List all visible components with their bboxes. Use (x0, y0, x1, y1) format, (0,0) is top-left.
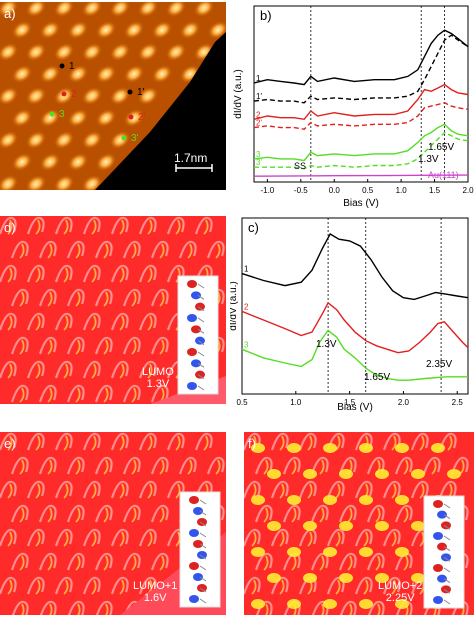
panel-c-chart: 0.5 1.0 1.5 2.0 2.5 c) dI/dV (a.u.) Bias (V)… (230, 217, 469, 413)
point-2 (61, 91, 67, 97)
x-tick-label: -0.5 (294, 186, 308, 195)
curve-label-2: 2 (244, 302, 249, 311)
x-tick-label: -1.0 (260, 186, 274, 195)
scale-bar-label: 1.7nm (174, 151, 207, 165)
curve-label-2': 2' (256, 119, 262, 128)
panel-e-caption-bias: 1.6V (143, 592, 167, 604)
series-2 (241, 301, 469, 354)
panel-e-image (0, 432, 226, 615)
panel-b-frame (253, 5, 469, 183)
series-3' (254, 131, 469, 170)
label-point-2: 2 (71, 89, 77, 100)
panel-f-caption-bias: 2.25V (385, 592, 415, 604)
panel-c-ylabel: dI/dV (a.u.) (230, 281, 239, 330)
x-tick-label: 2.5 (452, 398, 464, 407)
curve-label-2: 2 (256, 110, 261, 119)
panel-b-ylabel: dI/dV (a.u.) (233, 69, 244, 118)
panel-b: -1.0 -0.5 0.0 0.5 1.0 1.5 2.0 b) dI/dV (a.u.) … (230, 0, 474, 210)
series-2 (253, 83, 469, 121)
panel-d-caption-bias: 1.3V (146, 378, 170, 390)
annotation-c-1-3v: 1.3V (316, 339, 337, 350)
panel-f-image (244, 432, 474, 615)
annotation-au111: Au(111) (428, 170, 459, 180)
panel-c-xlabel: Bias (V) (337, 402, 373, 413)
series-1 (253, 29, 469, 86)
panel-c: 0.5 1.0 1.5 2.0 2.5 c) dI/dV (a.u.) Bias (V)… (230, 214, 474, 414)
panel-d: d) LUMO 1.3V (0, 216, 226, 404)
curve-label-3: 3 (256, 150, 261, 159)
label-point-3: 3 (59, 109, 65, 120)
series-1' (253, 34, 469, 104)
x-tick-label: 1.5 (429, 186, 441, 195)
point-3 (49, 111, 55, 117)
panel-b-label: b) (260, 8, 272, 23)
panel-d-image (0, 216, 226, 404)
annotation-1-65v: 1.65V (428, 142, 454, 153)
panel-a-label: a) (4, 6, 16, 21)
curve-label-1: 1 (256, 74, 261, 83)
panel-f-caption-orbital: LUMO+2 (378, 580, 423, 592)
panel-a-image: 1 2 3 1' 2' 3' 1.7nm (0, 2, 226, 190)
x-tick-label: 0.5 (362, 186, 374, 195)
point-1 (59, 63, 65, 69)
panel-f-pattern (244, 432, 469, 615)
series-1 (241, 233, 469, 301)
curve-label-3': 3' (256, 158, 262, 167)
panel-d-caption-orbital: LUMO (142, 366, 174, 378)
label-point-1p: 1' (137, 87, 145, 98)
panel-e-label: e) (4, 436, 16, 451)
series-3 (253, 123, 469, 162)
panel-a: 1 2 3 1' 2' 3' 1.7nm a) (0, 2, 226, 190)
panel-e-pattern (0, 432, 225, 615)
x-tick-label: 1.5 (344, 398, 356, 407)
point-3p (121, 135, 127, 141)
panel-e: e) LUMO+1 1.6V (0, 432, 226, 615)
panel-f: f) LUMO+2 2.25V (244, 432, 474, 615)
label-point-3p: 3' (131, 133, 139, 144)
curve-label-3: 3 (244, 340, 249, 349)
x-tick-label: 1.0 (290, 398, 302, 407)
x-tick-label: 1.0 (396, 186, 408, 195)
series-Au(111) (253, 174, 469, 177)
series-2' (253, 102, 469, 130)
panel-c-label: c) (248, 220, 259, 235)
panel-a-molecules (0, 2, 226, 190)
panel-f-label: f) (248, 436, 256, 451)
panel-b-xlabel: Bias (V) (343, 198, 379, 209)
annotation-1-3v: 1.3V (418, 154, 439, 165)
panel-b-chart: -1.0 -0.5 0.0 0.5 1.0 1.5 2.0 b) dI/dV (a.u.) … (233, 5, 474, 209)
x-tick-label: 2.0 (398, 398, 410, 407)
series-3 (241, 329, 468, 381)
label-point-1: 1 (69, 61, 75, 72)
annotation-c-1-65v: 1.65V (364, 372, 390, 383)
curve-label-1: 1 (244, 265, 249, 274)
x-tick-label: 0.0 (329, 186, 341, 195)
point-2p (128, 114, 134, 120)
annotation-ss: SS (294, 161, 306, 171)
panel-d-label: d) (4, 220, 16, 235)
curve-label-1': 1' (256, 92, 262, 101)
point-1p (127, 89, 133, 95)
x-tick-label: 2.0 (462, 186, 474, 195)
x-tick-label: 0.5 (236, 398, 248, 407)
annotation-c-2-35v: 2.35V (426, 359, 452, 370)
panel-e-caption-orbital: LUMO+1 (133, 580, 178, 592)
label-point-2p: 2' (138, 112, 146, 123)
panel-c-frame (241, 217, 469, 395)
